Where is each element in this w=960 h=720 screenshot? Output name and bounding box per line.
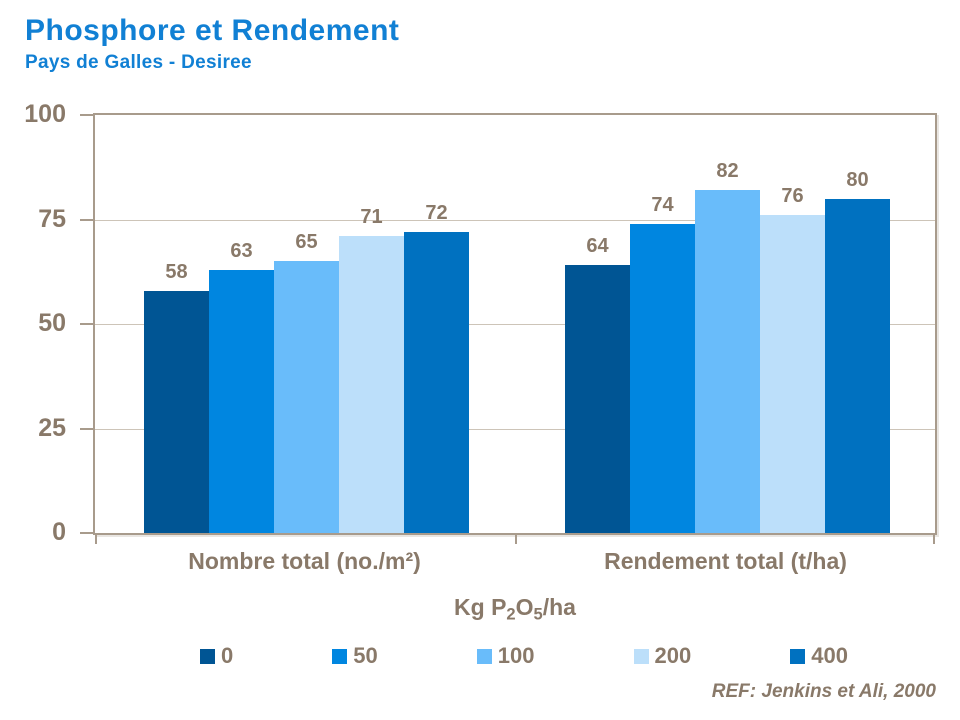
bar-0-group1: 64 [565,235,630,533]
y-axis-tick-0 [80,532,93,534]
bar-400-group0: 72 [404,202,469,533]
bar-200-group0: 71 [339,206,404,533]
legend-entry-400: 400 [790,643,848,669]
plot-area: 58 63 65 71 72 64 74 82 76 80 [95,115,935,533]
bar-value-label: 76 [781,185,804,208]
y-axis-label-0: 0 [52,517,66,546]
bar-value-label: 72 [425,202,448,225]
legend-title: Kg P2O5/ha [93,594,937,625]
bar-value-label: 65 [295,231,318,254]
bar-400-group1: 80 [825,169,890,533]
legend-label: 50 [353,643,378,668]
bar-value-label: 63 [230,239,253,262]
legend-entry-50: 50 [332,643,378,669]
page-title: Phosphore et Rendement [25,14,400,47]
bar-value-label: 74 [651,193,674,216]
legend-label: 100 [497,643,535,668]
legend-label: 400 [811,643,848,668]
legend-title-mid: O [515,594,534,620]
bar-value-label: 82 [716,160,739,183]
x-axis-ticks [95,535,935,545]
bar-value-label: 64 [586,235,609,258]
gridline-25 [95,428,935,430]
bar-group-0: 58 63 65 71 72 [144,202,469,533]
legend-title-sub2: 2 [506,604,516,624]
y-axis-label-100: 100 [24,99,66,128]
legend-title-sub5: 5 [533,604,543,624]
bar-100-group1: 82 [695,160,760,533]
y-axis-ticks [80,114,93,534]
x-axis-tick-0 [95,535,97,544]
bar-group-1: 64 74 82 76 80 [565,160,890,533]
y-axis-label-75: 75 [38,204,66,233]
gridline-75 [95,219,935,221]
bar-value-label: 58 [165,260,188,283]
legend-swatch-icon [332,648,348,664]
bar-200-group1: 76 [760,185,825,533]
x-axis-tick-2 [933,535,935,544]
y-axis-tick-75 [80,218,93,221]
legend-swatch-icon [790,648,806,664]
legend-entry-200: 200 [633,643,692,669]
bar-0-group0: 58 [144,261,209,533]
y-axis-label-50: 50 [38,308,66,337]
legend-label: 200 [654,643,692,668]
legend-label: 0 [221,643,234,668]
bar-chart: 58 63 65 71 72 64 74 82 76 80 [93,113,937,535]
bar-value-label: 80 [846,168,869,191]
reference-text: REF: Jenkins et Ali, 2000 [711,681,936,702]
y-axis-tick-100 [80,114,93,116]
category-label-rendement-total: Rendement total (t/ha) [604,548,847,574]
y-axis-label-25: 25 [38,413,66,442]
y-axis-tick-50 [80,323,93,325]
legend-title-suffix: /ha [542,594,576,620]
bar-value-label: 71 [360,206,383,229]
bar-100-group0: 65 [274,231,339,533]
legend-entry-0: 0 [200,643,233,669]
x-axis-tick-1 [515,535,517,544]
bar-50-group1: 74 [630,194,695,533]
legend-swatch-icon [476,648,492,664]
legend-swatch-icon [200,648,215,664]
legend: 0 50 100 200 400 [200,643,848,669]
bar-50-group0: 63 [209,240,274,533]
legend-entry-100: 100 [476,643,535,669]
category-label-nombre-total: Nombre total (no./m²) [188,548,421,574]
page-subtitle: Pays de Galles - Desiree [25,52,252,73]
legend-title-prefix: Kg P [454,594,507,620]
legend-swatch-icon [633,648,649,664]
y-axis: 0 25 50 75 100 [0,100,80,546]
y-axis-tick-25 [80,427,93,430]
gridline-50 [95,324,935,325]
